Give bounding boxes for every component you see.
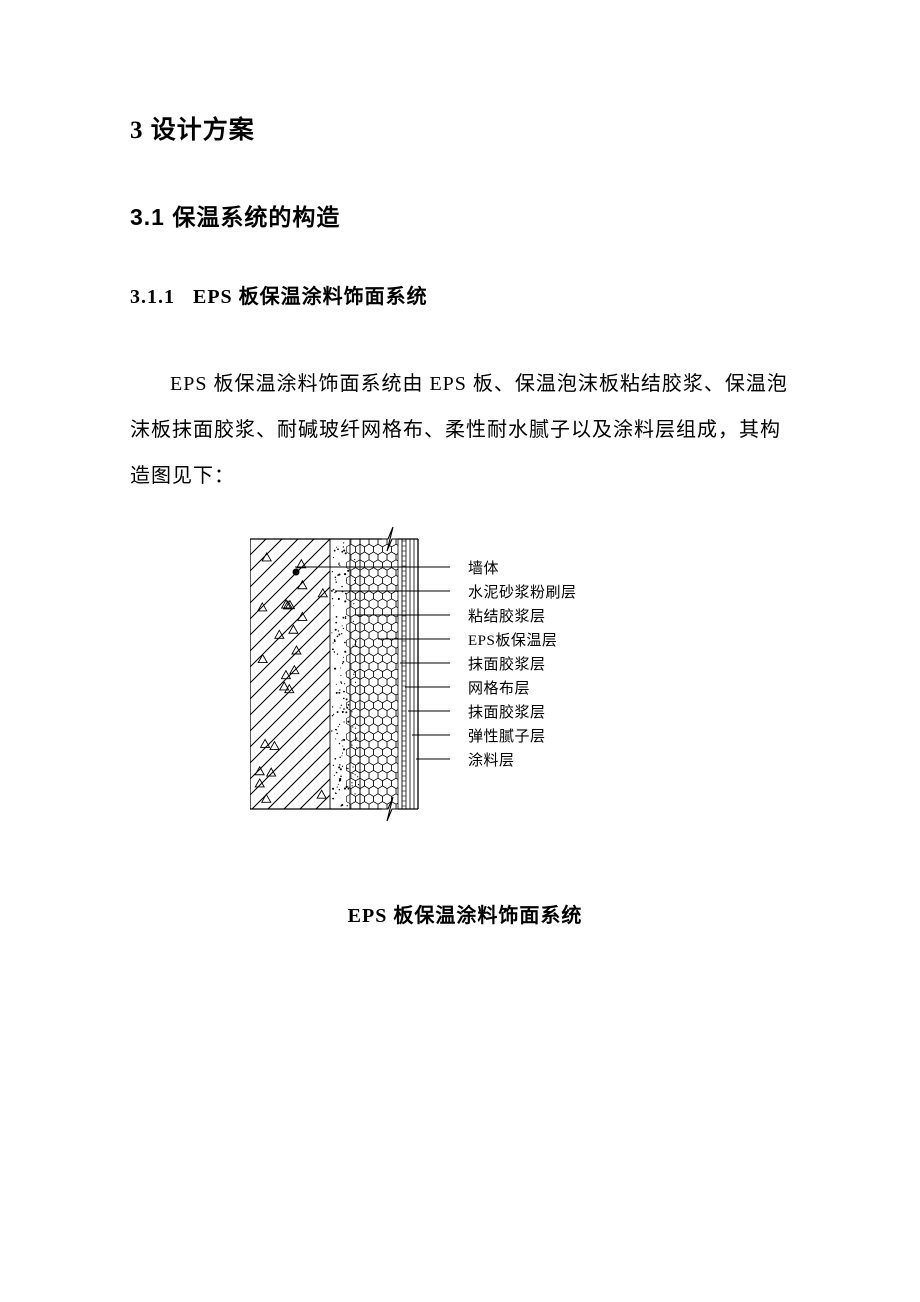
document-page: 3 设计方案 3.1 保温系统的构造 3.1.1 EPS 板保温涂料饰面系统 EP… (0, 0, 920, 928)
layer-label: 涂料层 (468, 749, 577, 773)
heading-1: 3 设计方案 (130, 110, 800, 146)
eps-section-diagram: 墙体水泥砂浆粉刷层粘结胶浆层EPS板保温层抹面胶浆层网格布层抹面胶浆层弹性腻子层… (250, 519, 680, 829)
diagram-caption: EPS 板保温涂料饰面系统 (130, 899, 800, 928)
layer-label: 水泥砂浆粉刷层 (468, 581, 577, 605)
diagram-container: 墙体水泥砂浆粉刷层粘结胶浆层EPS板保温层抹面胶浆层网格布层抹面胶浆层弹性腻子层… (130, 519, 800, 829)
layer-label: 抹面胶浆层 (468, 701, 577, 725)
layer-label: 网格布层 (468, 677, 577, 701)
diagram-svg (250, 519, 680, 829)
layer-label: EPS板保温层 (468, 629, 577, 653)
paragraph-intro: EPS 板保温涂料饰面系统由 EPS 板、保温泡沫板粘结胶浆、保温泡沫板抹面胶浆… (130, 361, 800, 499)
diagram-labels: 墙体水泥砂浆粉刷层粘结胶浆层EPS板保温层抹面胶浆层网格布层抹面胶浆层弹性腻子层… (468, 557, 577, 773)
heading-2: 3.1 保温系统的构造 (130, 198, 800, 232)
layer-label: 粘结胶浆层 (468, 605, 577, 629)
layer-label: 抹面胶浆层 (468, 653, 577, 677)
heading-3-text: EPS 板保温涂料饰面系统 (193, 286, 428, 308)
heading-3: 3.1.1 EPS 板保温涂料饰面系统 (130, 280, 800, 309)
layer-label: 弹性腻子层 (468, 725, 577, 749)
layer-label: 墙体 (468, 557, 577, 581)
heading-3-number: 3.1.1 (130, 286, 175, 308)
